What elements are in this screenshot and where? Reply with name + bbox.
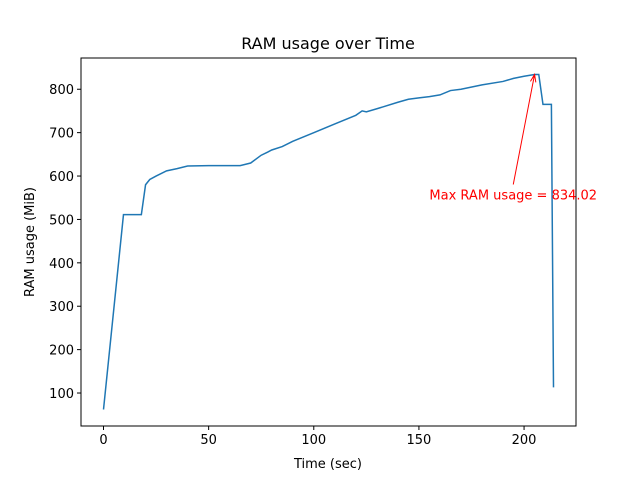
y-tick-label: 600 <box>49 170 74 185</box>
y-tick-label: 700 <box>49 127 74 142</box>
data-line <box>102 73 555 410</box>
y-tick-label: 500 <box>49 213 74 228</box>
x-tick-label: 100 <box>301 433 326 448</box>
y-tick-label: 800 <box>49 83 74 98</box>
y-tick-label: 200 <box>49 344 74 359</box>
x-tick-label: 150 <box>407 433 432 448</box>
y-tick-label: 300 <box>49 300 74 315</box>
x-tick-label: 200 <box>512 433 537 448</box>
y-axis-label: RAM usage (MiB) <box>23 187 38 297</box>
annotation-arrow <box>512 73 537 185</box>
chart-title: RAM usage over Time <box>241 34 415 53</box>
y-tick-label: 400 <box>49 257 74 272</box>
x-tick-label: 50 <box>200 433 217 448</box>
annotation-text: Max RAM usage = 834.02 <box>429 188 597 203</box>
plot-frame <box>80 57 577 427</box>
y-tick-label: 100 <box>49 387 74 402</box>
x-tick-label: 0 <box>99 433 107 448</box>
x-axis-label: Time (sec) <box>293 457 362 472</box>
